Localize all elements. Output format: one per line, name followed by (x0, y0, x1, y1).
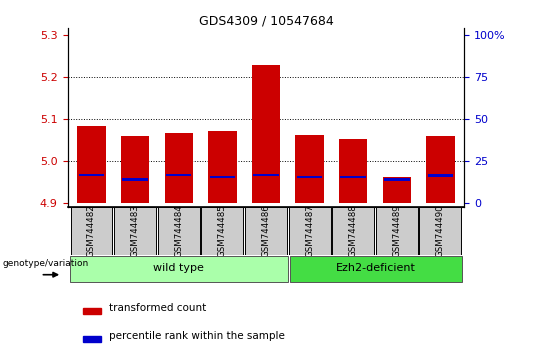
Text: GSM744483: GSM744483 (131, 205, 140, 257)
Bar (252, 65, 280, 203)
FancyBboxPatch shape (420, 207, 461, 255)
FancyBboxPatch shape (70, 256, 288, 282)
FancyBboxPatch shape (158, 207, 200, 255)
Text: wild type: wild type (153, 263, 204, 274)
Text: GSM744487: GSM744487 (305, 205, 314, 257)
Text: transformed count: transformed count (109, 303, 206, 313)
FancyBboxPatch shape (376, 207, 418, 255)
FancyBboxPatch shape (290, 256, 462, 282)
Bar (210, 176, 235, 178)
Text: GSM744484: GSM744484 (174, 205, 183, 257)
Bar (340, 176, 366, 178)
Bar (383, 177, 411, 203)
Bar (428, 174, 453, 177)
Bar (77, 126, 106, 203)
Text: genotype/variation: genotype/variation (3, 259, 89, 268)
FancyBboxPatch shape (245, 207, 287, 255)
Text: GSM744482: GSM744482 (87, 205, 96, 257)
Text: GSM744485: GSM744485 (218, 205, 227, 257)
Bar (208, 131, 237, 203)
FancyBboxPatch shape (332, 207, 374, 255)
FancyBboxPatch shape (288, 207, 330, 255)
Text: GSM744488: GSM744488 (349, 205, 357, 257)
Bar (295, 135, 324, 203)
Text: GSM744490: GSM744490 (436, 205, 445, 257)
FancyBboxPatch shape (114, 207, 156, 255)
Text: GSM744489: GSM744489 (392, 205, 401, 257)
Bar (253, 174, 279, 176)
Bar (426, 136, 455, 203)
Bar (79, 174, 104, 176)
Text: percentile rank within the sample: percentile rank within the sample (109, 331, 285, 341)
Bar (339, 139, 367, 203)
FancyBboxPatch shape (201, 207, 243, 255)
Bar (123, 178, 148, 181)
Bar (297, 176, 322, 178)
FancyBboxPatch shape (71, 207, 112, 255)
Title: GDS4309 / 10547684: GDS4309 / 10547684 (199, 14, 333, 27)
Text: GSM744486: GSM744486 (261, 205, 271, 257)
Text: Ezh2-deficient: Ezh2-deficient (336, 263, 416, 274)
Bar (83, 308, 101, 314)
Bar (384, 178, 409, 181)
Bar (166, 174, 192, 176)
Bar (121, 136, 149, 203)
Bar (83, 336, 101, 342)
Bar (165, 133, 193, 203)
